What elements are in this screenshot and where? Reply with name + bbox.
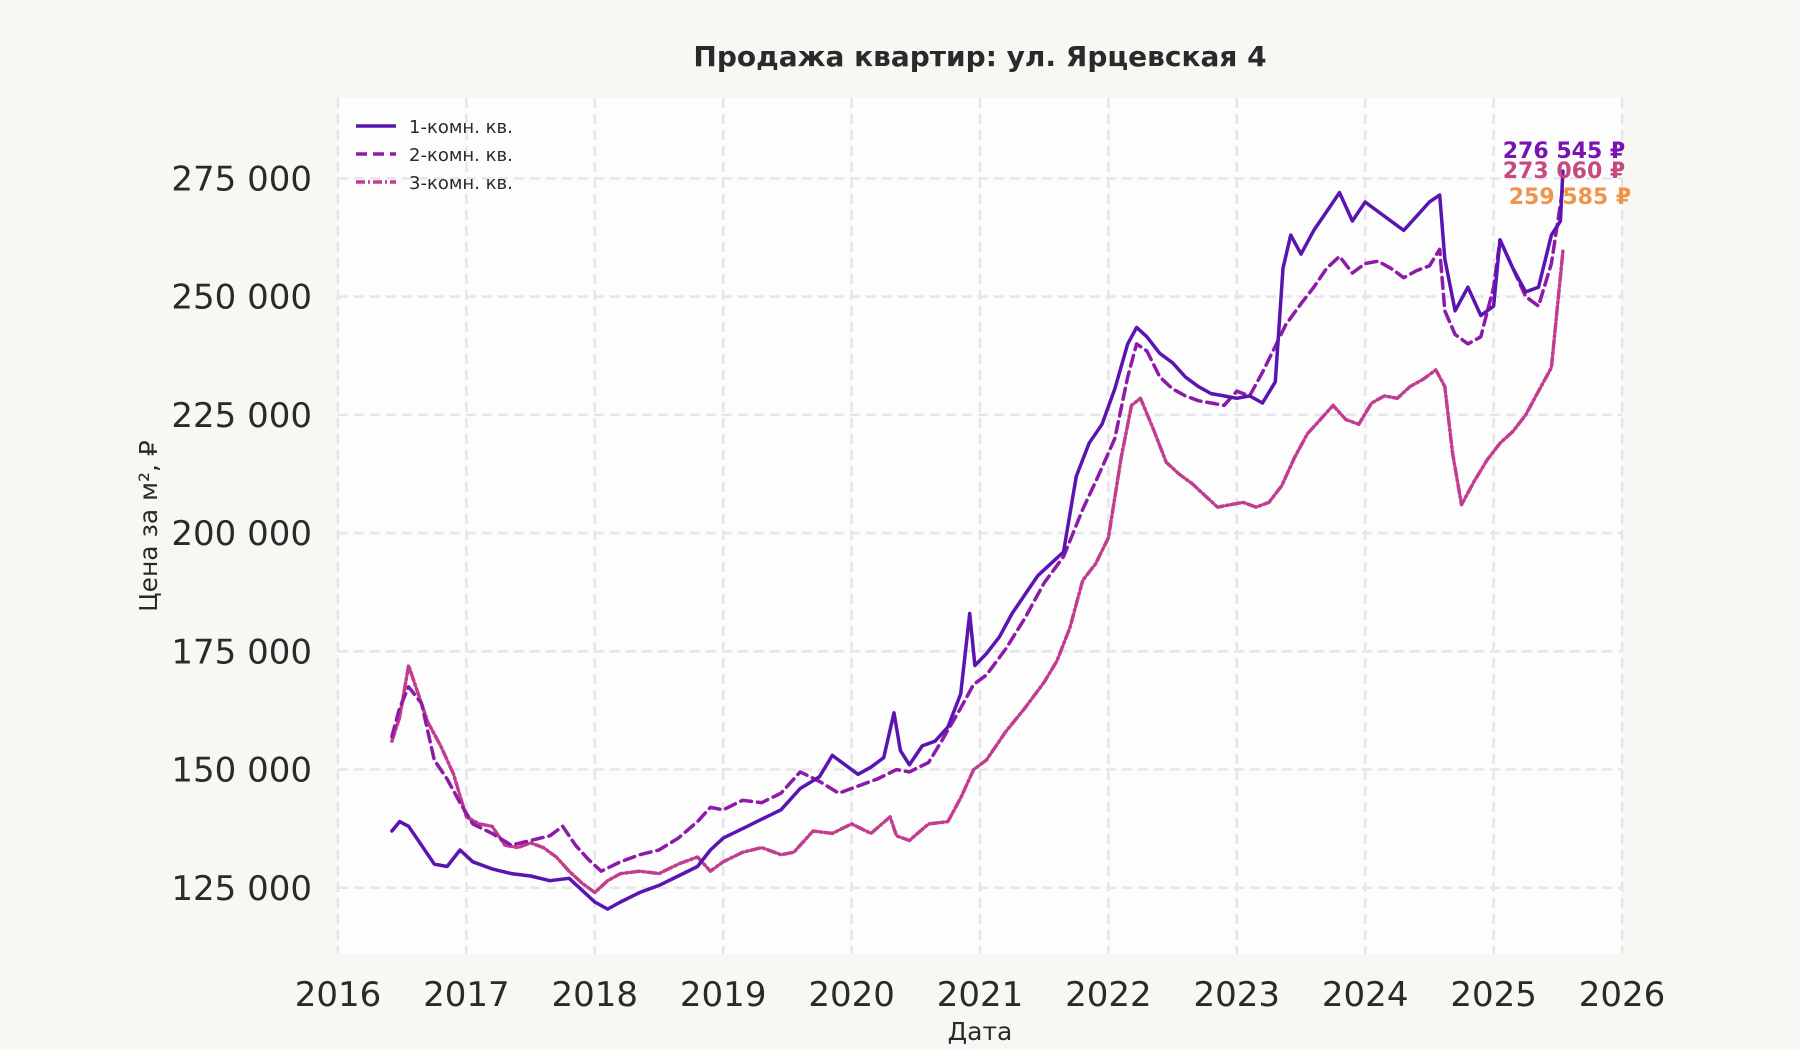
y-tick-label: 275 000 — [171, 159, 312, 199]
y-tick-label: 150 000 — [171, 751, 312, 791]
end-value-label: 259 585 ₽ — [1509, 185, 1631, 210]
y-tick-label: 225 000 — [171, 396, 312, 436]
y-axis-title: Цена за м², ₽ — [134, 440, 163, 612]
series-layer — [390, 169, 1565, 911]
x-tick-label: 2025 — [1450, 975, 1537, 1015]
tick-labels: 2016 2017 2018 2019 2020 2021 2022 2023 2024 2025… — [171, 159, 1665, 1015]
end-value-label: 276 545 ₽ — [1503, 139, 1625, 164]
grid-lines — [336, 98, 1624, 954]
y-tick-label: 200 000 — [171, 514, 312, 554]
chart-title: Продажа квартир: ул. Ярцевская 4 — [693, 40, 1266, 73]
legend-label-3: 3-комн. кв. — [409, 173, 513, 194]
x-tick-label: 2023 — [1194, 975, 1281, 1015]
end-value-label: 273 060 ₽ — [1503, 159, 1625, 184]
legend: 1-комн. кв. 2-комн. кв. 3-комн. кв. — [356, 117, 513, 194]
x-tick-label: 2024 — [1322, 975, 1409, 1015]
x-tick-label: 2017 — [423, 975, 510, 1015]
legend-label-1: 1-комн. кв. — [409, 117, 513, 138]
x-axis-title: Дата — [948, 1017, 1013, 1046]
y-tick-label: 175 000 — [171, 632, 312, 672]
series-line-1 — [390, 169, 1565, 911]
legend-label-2: 2-комн. кв. — [409, 145, 513, 166]
x-tick-label: 2018 — [552, 975, 639, 1015]
x-tick-label: 2020 — [808, 975, 895, 1015]
y-tick-label: 125 000 — [171, 869, 312, 909]
y-tick-label: 250 000 — [171, 278, 312, 318]
x-tick-label: 2026 — [1579, 975, 1666, 1015]
x-tick-label: 2021 — [937, 975, 1024, 1015]
x-tick-label: 2019 — [680, 975, 767, 1015]
x-tick-label: 2016 — [295, 975, 382, 1015]
series-line-3 — [390, 249, 1565, 895]
end-labels: 276 545 ₽273 060 ₽259 585 ₽ — [1503, 139, 1631, 210]
series-line-2 — [390, 185, 1565, 873]
x-tick-label: 2022 — [1065, 975, 1152, 1015]
